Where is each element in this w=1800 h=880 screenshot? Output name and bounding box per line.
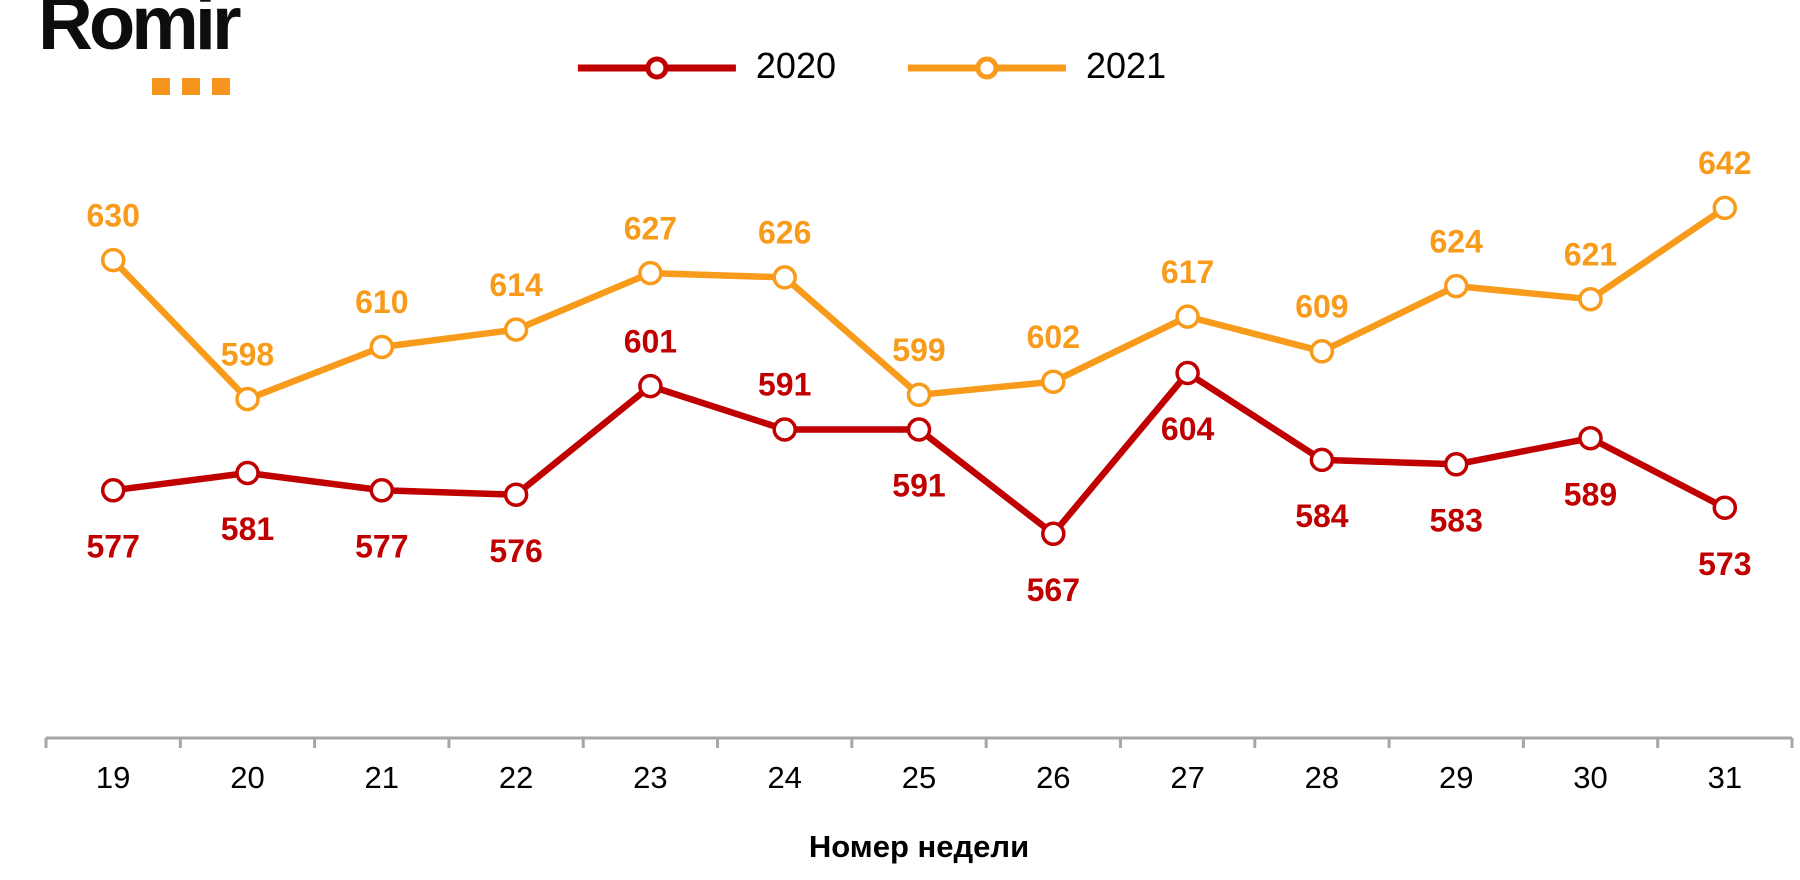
logo-dot-icon — [182, 78, 200, 95]
data-point-2020-week-24 — [772, 417, 797, 442]
logo-dot-icon — [152, 78, 170, 95]
data-label-2020-week-28: 584 — [1295, 498, 1349, 534]
legend-line-marker-2021-icon — [908, 56, 1066, 80]
data-point-2020-week-21 — [369, 478, 395, 503]
data-point-2020-week-28 — [1309, 447, 1335, 473]
x-tick-label: 31 — [1708, 760, 1742, 795]
data-point-2021-week-23 — [638, 260, 663, 286]
romir-logo-dots-icon — [152, 78, 230, 95]
data-label-2021-week-21: 610 — [355, 284, 408, 320]
plot-area: 19 20 21 22 23 24 25 26 27 28 29 30 31 577 581 577 576 60… — [44, 145, 1794, 795]
data-label-2021-week-31: 642 — [1698, 145, 1751, 181]
romir-logo: Romir — [38, 0, 242, 106]
data-label-2020-week-25: 591 — [892, 468, 945, 504]
legend-item-2020: 2020 — [577, 45, 836, 88]
data-point-2021-week-21 — [369, 334, 395, 360]
data-point-2021-week-22 — [503, 317, 529, 342]
data-label-2021-week-29: 624 — [1430, 223, 1484, 259]
data-point-2021-week-25 — [906, 382, 932, 408]
data-point-2020-week-23 — [638, 373, 663, 399]
data-label-2021-week-19: 630 — [87, 197, 140, 233]
data-label-2020-week-20: 581 — [221, 511, 274, 547]
data-label-2021-week-22: 614 — [489, 267, 543, 303]
legend-item-2021: 2021 — [908, 48, 1166, 88]
legend-line-marker-2020-icon — [577, 56, 736, 80]
data-point-2020-week-31 — [1712, 495, 1738, 520]
romir-logo-text: Romir — [38, 0, 242, 66]
data-label-2020-week-26: 567 — [1027, 572, 1080, 608]
data-label-2021-week-24: 626 — [758, 215, 811, 251]
data-point-2021-week-29 — [1443, 273, 1469, 299]
data-label-2021-week-30: 621 — [1564, 236, 1617, 272]
x-tick-label: 21 — [365, 760, 399, 795]
data-label-2021-week-27: 617 — [1161, 254, 1214, 290]
data-label-2020-week-24: 591 — [758, 367, 811, 403]
x-tick-label: 29 — [1439, 760, 1473, 795]
data-label-2021-week-25: 599 — [892, 332, 945, 368]
data-point-2021-week-20 — [235, 386, 260, 412]
data-point-2021-week-28 — [1309, 339, 1335, 364]
data-label-2021-week-26: 602 — [1027, 319, 1080, 355]
x-tick-label: 28 — [1305, 760, 1339, 795]
data-point-2020-week-25 — [906, 417, 932, 442]
data-point-2020-week-20 — [235, 460, 260, 486]
chart-legend: 2020 2021 — [577, 45, 1166, 88]
data-point-2020-week-27 — [1175, 360, 1200, 386]
data-point-2021-week-30 — [1578, 286, 1603, 312]
data-point-2021-week-19 — [100, 247, 126, 273]
data-label-2020-week-29: 583 — [1430, 503, 1483, 539]
data-point-2021-week-27 — [1175, 304, 1200, 329]
data-label-2020-week-27: 604 — [1161, 411, 1215, 447]
data-point-2020-week-22 — [503, 482, 529, 507]
legend-label-2020: 2020 — [755, 45, 836, 86]
x-tick-label: 26 — [1036, 760, 1070, 795]
data-label-2021-week-23: 627 — [624, 210, 677, 246]
data-label-2020-week-31: 573 — [1698, 546, 1751, 582]
x-tick-label: 20 — [230, 760, 264, 795]
x-tick-label: 30 — [1573, 760, 1607, 795]
x-tick-label: 23 — [633, 760, 667, 795]
data-label-2020-week-19: 577 — [87, 529, 140, 565]
x-tick-label: 25 — [902, 760, 936, 795]
data-point-2021-week-24 — [772, 265, 797, 290]
data-label-2020-week-22: 576 — [489, 533, 542, 569]
x-axis-title: Номер недели — [809, 829, 1029, 864]
data-point-2020-week-19 — [100, 478, 126, 503]
data-point-2021-week-31 — [1712, 195, 1738, 221]
data-label-2020-week-21: 577 — [355, 529, 408, 565]
data-label-2021-week-28: 609 — [1295, 289, 1348, 325]
logo-dot-icon — [212, 78, 230, 95]
data-label-2021-week-20: 598 — [221, 336, 274, 372]
legend-label-2021: 2021 — [1086, 45, 1167, 86]
x-tick-label: 19 — [96, 760, 130, 795]
data-label-2020-week-23: 601 — [624, 323, 677, 359]
x-tick-label: 24 — [767, 760, 801, 795]
data-point-2020-week-26 — [1041, 521, 1066, 547]
x-tick-label: 22 — [499, 760, 533, 795]
data-point-2020-week-30 — [1578, 425, 1603, 451]
data-point-2020-week-29 — [1443, 452, 1469, 477]
x-tick-label: 27 — [1170, 760, 1204, 795]
data-label-2020-week-30: 589 — [1564, 476, 1617, 512]
data-point-2021-week-26 — [1041, 369, 1066, 394]
